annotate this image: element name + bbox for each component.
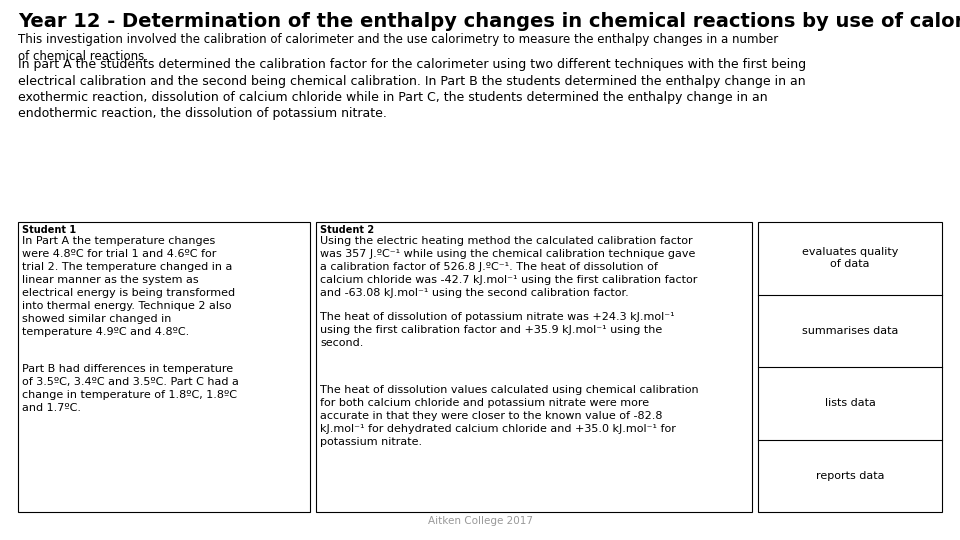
Text: In part A the students determined the calibration factor for the calorimeter usi: In part A the students determined the ca… — [18, 58, 806, 120]
Text: Year 12 - Determination of the enthalpy changes in chemical reactions by use of : Year 12 - Determination of the enthalpy … — [18, 12, 960, 31]
Text: In Part A the temperature changes
were 4.8ºC for trial 1 and 4.6ºC for
trial 2. : In Part A the temperature changes were 4… — [22, 236, 235, 338]
Text: evaluates quality
of data: evaluates quality of data — [802, 247, 899, 269]
Text: The heat of dissolution of potassium nitrate was +24.3 kJ.mol⁻¹
using the first : The heat of dissolution of potassium nit… — [320, 312, 675, 348]
Text: Part B had differences in temperature
of 3.5ºC, 3.4ºC and 3.5ºC. Part C had a
ch: Part B had differences in temperature of… — [22, 364, 239, 413]
Text: The heat of dissolution values calculated using chemical calibration
for both ca: The heat of dissolution values calculate… — [320, 385, 699, 447]
Text: Aitken College 2017: Aitken College 2017 — [427, 516, 533, 526]
Bar — [758, 222, 942, 512]
Bar — [316, 222, 752, 512]
Bar — [18, 222, 310, 512]
Text: Using the electric heating method the calculated calibration factor
was 357 J.ºC: Using the electric heating method the ca… — [320, 236, 697, 298]
Text: lists data: lists data — [825, 399, 876, 408]
Text: reports data: reports data — [816, 471, 884, 481]
Text: This investigation involved the calibration of calorimeter and the use calorimet: This investigation involved the calibrat… — [18, 33, 779, 63]
Text: Student 2: Student 2 — [320, 225, 374, 235]
Text: summarises data: summarises data — [802, 326, 899, 336]
Text: Student 1: Student 1 — [22, 225, 76, 235]
